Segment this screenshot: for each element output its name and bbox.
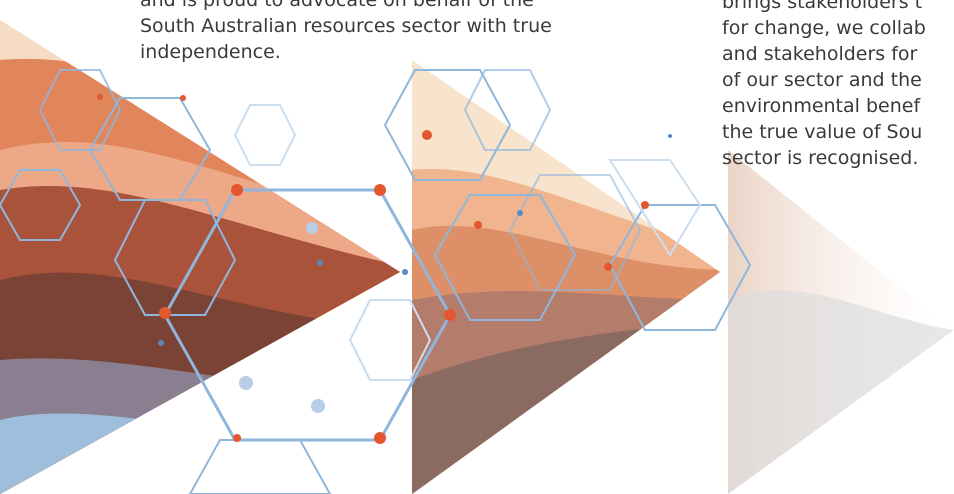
middle-triangle <box>412 60 720 494</box>
text-line: of our sector and the <box>722 69 922 91</box>
text-line: for change, we collab <box>722 17 926 39</box>
text-line: independence. <box>140 41 281 63</box>
left-text: and is proud to advocate on behalf of th… <box>140 0 552 65</box>
text-line: the true value of Sou <box>722 121 923 143</box>
text-line: sector is recognised. <box>722 147 919 169</box>
text-line: environmental benef <box>722 95 921 117</box>
right-text: brings stakeholders t for change, we col… <box>722 0 926 171</box>
nodes <box>97 94 672 444</box>
left-triangle <box>0 20 400 494</box>
text-line: and is proud to advocate on behalf of th… <box>140 0 534 11</box>
text-line: brings stakeholders t <box>722 0 923 13</box>
text-line: and stakeholders for <box>722 43 918 65</box>
text-line: South Australian resources sector with t… <box>140 15 552 37</box>
